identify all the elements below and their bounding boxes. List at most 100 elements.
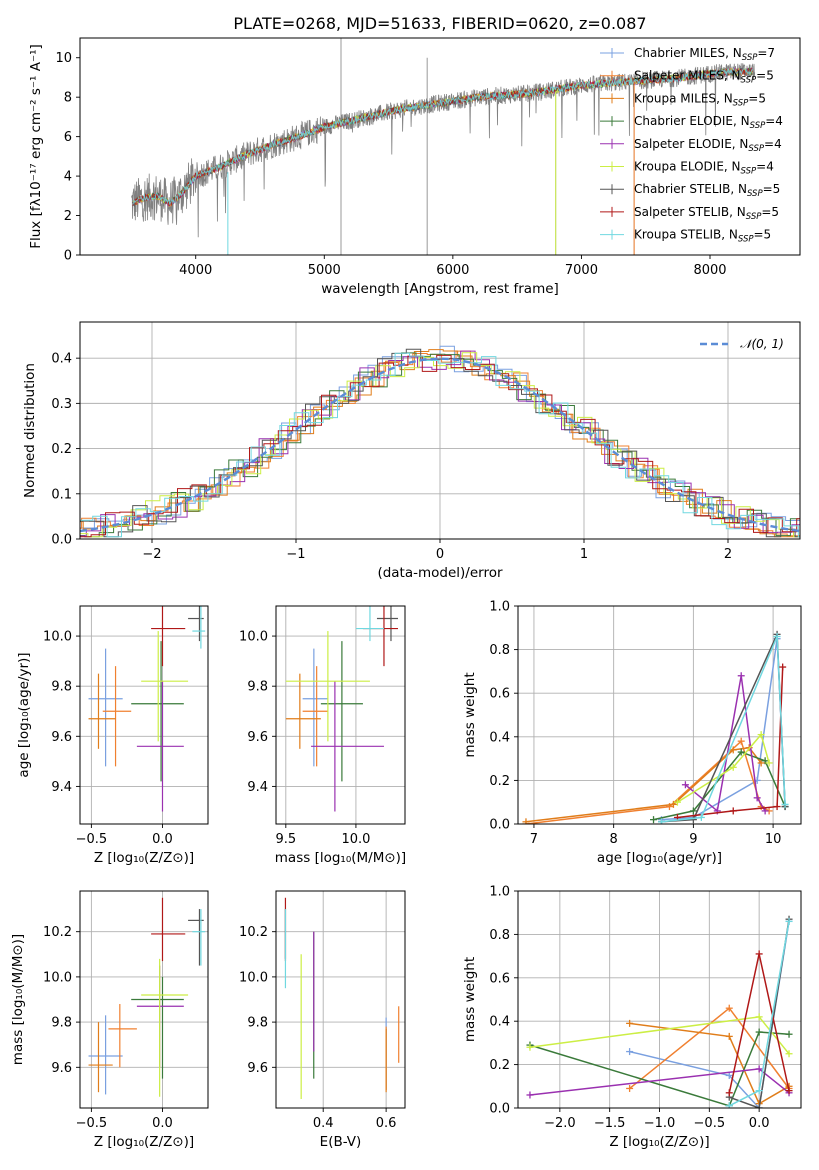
plot-area-residuals — [80, 345, 800, 538]
tick-label-y: 8 — [64, 91, 72, 106]
legend-entry-count: =5 — [761, 205, 779, 219]
panel-weight-vs-age: 7 8 9 10 0.0 0.2 0.4 0.6 0.8 1.0 age [log₁₀(age/yr… — [462, 600, 802, 866]
legend-entry-n: , N — [725, 46, 742, 60]
legend-entry-name: Kroupa ELODIE — [634, 160, 724, 174]
tick-label-x: 9 — [689, 832, 697, 847]
plot-area-mass-vs-ebv — [284, 897, 400, 1099]
histogram-series — [80, 352, 800, 538]
legend-entry-subscript: SSP — [733, 98, 749, 108]
histogram-series — [80, 354, 800, 538]
tick-label-x: 7 — [530, 832, 538, 847]
axes-frame — [517, 605, 802, 825]
tick-label-x: 0.6 — [376, 1116, 397, 1131]
legend-entry: Chabrier MILES, NSSP=7 — [634, 46, 775, 63]
legend-entry-name: Kroupa STELIB — [634, 228, 721, 242]
legend-entry-name: Salpeter ELODIE — [634, 137, 732, 151]
plot-area-mass-vs-Z — [88, 897, 206, 1097]
axes-frame — [79, 321, 801, 540]
legend-entry: Chabrier STELIB, NSSP=5 — [634, 182, 780, 199]
chart-title: PLATE=0268, MJD=51633, FIBERID=0620, z=0… — [233, 14, 646, 33]
tick-label-x: −1 — [286, 547, 305, 562]
tick-label-y: 9.4 — [51, 780, 72, 795]
tick-label-x: −2.0 — [544, 1116, 576, 1131]
tick-label-y: 10 — [55, 51, 72, 66]
tick-label-x: 6000 — [436, 263, 469, 278]
tick-label-y: 9.6 — [247, 730, 268, 745]
tick-label-y: 0.8 — [489, 643, 510, 658]
tick-label-y: 9.6 — [51, 730, 72, 745]
panel-mass-vs-ebv: 0.4 0.6 9.6 9.8 10.0 10.2 E(B-V) — [239, 890, 406, 1150]
tick-label-x: 4000 — [179, 263, 212, 278]
legend-entry: Kroupa MILES, NSSP=5 — [634, 91, 766, 108]
tick-label-x: 0.0 — [152, 1116, 173, 1131]
legend-entry-name: Chabrier STELIB — [634, 182, 730, 196]
axes-frame — [275, 890, 406, 1109]
legend-entry-subscript: SSP — [738, 235, 754, 245]
tick-label-x: 8000 — [693, 263, 726, 278]
legend-entry-count: =5 — [748, 91, 766, 105]
tick-label-x: 0 — [436, 547, 444, 562]
tick-label-y: 0.0 — [489, 818, 510, 833]
x-axis-label: Z [log₁₀(Z/Z⊙)] — [609, 1134, 709, 1150]
legend-entry-count: =5 — [756, 69, 774, 83]
legend-entry-subscript: SSP — [747, 189, 763, 199]
legend-entry-count: =7 — [757, 46, 775, 60]
tick-label-y: 0.6 — [489, 687, 510, 702]
plot-area-spectrum — [131, 38, 756, 255]
tick-label-x: −2 — [142, 547, 161, 562]
plot-area-weight-vs-age — [522, 630, 789, 824]
legend-entry-subscript: SSP — [742, 53, 758, 63]
legend-entry-subscript: SSP — [741, 76, 757, 86]
tick-label-x: 0.4 — [313, 1116, 334, 1131]
plot-area-age-vs-mass — [285, 606, 398, 812]
legend-entry-n: , N — [730, 182, 747, 196]
axes-frame — [275, 605, 406, 825]
legend-entry-name: Salpeter STELIB — [634, 205, 729, 219]
x-axis-label: wavelength [Angstrom, rest frame] — [321, 281, 559, 297]
tick-label-y: 0.0 — [51, 533, 72, 548]
legend-entry-count: =4 — [756, 160, 774, 174]
legend-entry: Kroupa ELODIE, NSSP=4 — [634, 160, 774, 177]
tick-label-x: 0.0 — [152, 832, 173, 847]
tick-label-x: 5000 — [308, 263, 341, 278]
tick-label-x: −0.5 — [76, 1116, 108, 1131]
y-axis-label: mass weight — [462, 957, 478, 1042]
tick-label-y: 0.3 — [51, 397, 72, 412]
tick-label-y: 9.6 — [51, 1061, 72, 1076]
legend-entry: Salpeter STELIB, NSSP=5 — [634, 205, 779, 222]
tick-label-y: 10.0 — [43, 630, 72, 645]
tick-label-y: 10.2 — [43, 925, 72, 940]
legend-entry-name: Salpeter MILES — [634, 69, 724, 83]
normal-curve — [80, 357, 800, 533]
tick-label-x: 10.0 — [341, 832, 370, 847]
panel-age-vs-mass: 9.5 10.0 9.4 9.6 9.8 10.0 mass [log₁₀(M/M⊙)] — [239, 605, 406, 866]
tick-label-y: 10.0 — [239, 630, 268, 645]
tick-label-y: 0.0 — [489, 1102, 510, 1117]
tick-label-x: 10 — [765, 832, 782, 847]
tick-label-y: 0.4 — [489, 730, 510, 745]
tick-label-y: 0.4 — [489, 1015, 510, 1030]
panel-mass-vs-Z: −0.5 0.0 9.6 9.8 10.0 10.2 Z [log₁₀(Z/Z⊙)] mass… — [10, 890, 209, 1150]
tick-label-y: 0.2 — [489, 1058, 510, 1073]
tick-label-x: 0.0 — [749, 1116, 770, 1131]
legend-entry: Kroupa STELIB, NSSP=5 — [634, 228, 771, 245]
legend-entry-n: , N — [721, 228, 738, 242]
tick-label-y: 0.1 — [51, 487, 72, 502]
y-axis-label: Flux [fλ10⁻¹⁷ erg cm⁻² s⁻¹ A⁻¹] — [28, 44, 44, 249]
panel-residuals: −2 −1 0 1 2 0.0 0.1 0.2 0.3 0.4 (data-model)/error… — [22, 321, 801, 581]
weight-series — [677, 733, 770, 803]
tick-label-y: 9.8 — [51, 680, 72, 695]
tick-label-y: 0.6 — [489, 971, 510, 986]
tick-label-y: 2 — [64, 209, 72, 224]
histogram-series — [80, 352, 800, 538]
legend-entry-name: Chabrier MILES — [634, 46, 725, 60]
weight-series — [661, 636, 786, 823]
y-axis-label: mass [log₁₀(M/M⊙)] — [10, 934, 26, 1065]
tick-label-y: 0.2 — [489, 774, 510, 789]
weight-series — [677, 666, 784, 819]
tick-label-y: 0.2 — [51, 442, 72, 457]
legend-entry-count: =5 — [754, 228, 772, 242]
x-axis-label: (data-model)/error — [377, 565, 503, 581]
